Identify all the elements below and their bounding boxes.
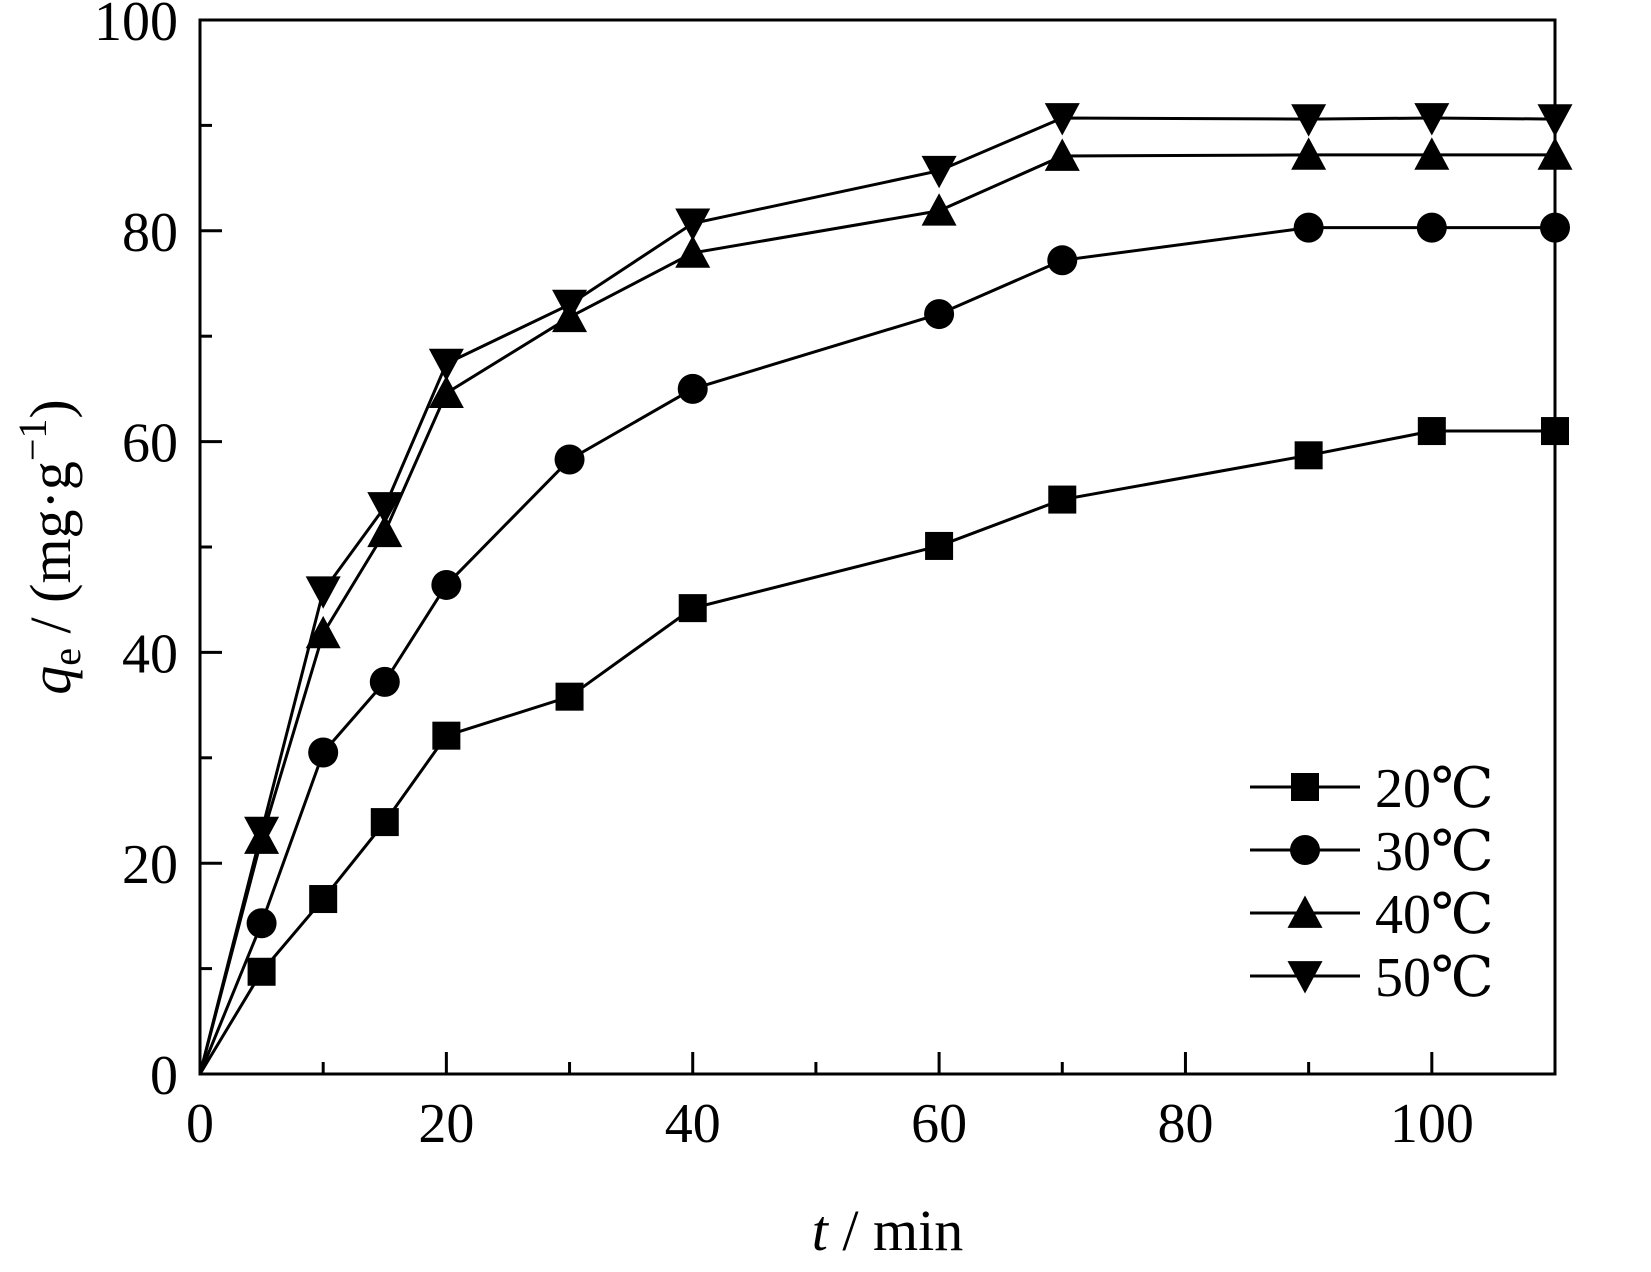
- data-point: [370, 808, 399, 837]
- data-point: [1048, 485, 1077, 514]
- y-tick-label: 60: [122, 413, 178, 475]
- series-line: [198, 116, 1556, 1075]
- data-point: [367, 492, 403, 525]
- y-axis-title-close: ): [18, 399, 83, 418]
- data-point: [925, 531, 954, 560]
- legend-marker: [1290, 835, 1320, 865]
- x-tick-label: 20: [418, 1093, 474, 1155]
- legend-label: 20℃: [1375, 758, 1494, 820]
- x-tick-label: 60: [911, 1093, 967, 1155]
- data-point: [305, 576, 341, 609]
- plot-frame: [198, 18, 1557, 1076]
- series-line: [198, 226, 1555, 1075]
- data-point: [431, 569, 462, 600]
- data-point: [309, 885, 338, 914]
- legend-item: 40℃: [1250, 884, 1494, 946]
- legend-item: 20℃: [1250, 758, 1494, 820]
- data-point: [675, 235, 711, 268]
- data-point: [554, 444, 585, 475]
- data-point: [677, 373, 708, 404]
- data-point: [675, 208, 711, 241]
- legend-marker: [1291, 773, 1319, 801]
- data-point: [1416, 212, 1447, 243]
- x-tick-label: 0: [186, 1093, 214, 1155]
- y-tick-label: 80: [122, 202, 178, 264]
- y-tick-label: 40: [122, 623, 178, 685]
- legend-label: 30℃: [1375, 821, 1494, 883]
- data-point: [428, 375, 464, 408]
- data-point: [244, 816, 280, 850]
- series-layer: [198, 103, 1573, 1075]
- data-point: [1414, 103, 1450, 136]
- data-point: [1293, 212, 1324, 243]
- x-tick-label: 100: [1390, 1093, 1474, 1155]
- data-point: [1417, 417, 1446, 446]
- x-tick-label: 40: [665, 1093, 721, 1155]
- series-3: [198, 137, 1573, 1075]
- y-tick-label: 20: [122, 834, 178, 896]
- y-axis-title-unit: / (mg·g: [18, 461, 83, 648]
- axes: 0 20 40 60 80 100 0 20 40 60 80 100: [94, 0, 1557, 1155]
- x-tick-label: 80: [1157, 1093, 1213, 1155]
- x-axis-title: t / min: [812, 1198, 963, 1263]
- series-1: [198, 417, 1569, 1075]
- y-axis-title-subscript: e: [44, 648, 89, 666]
- data-point: [678, 594, 707, 623]
- x-axis-title-unit: / min: [828, 1198, 963, 1263]
- data-point: [305, 615, 341, 649]
- data-point: [1044, 138, 1080, 171]
- data-point: [924, 299, 955, 330]
- data-point: [369, 666, 400, 697]
- legend-marker: [1287, 961, 1323, 994]
- data-point: [1291, 104, 1327, 137]
- legend-item: 30℃: [1250, 821, 1494, 883]
- y-tick-label: 0: [150, 1045, 178, 1107]
- legend-marker: [1287, 895, 1323, 928]
- data-point: [1537, 104, 1573, 137]
- x-axis-title-symbol: t: [812, 1198, 830, 1263]
- data-point: [367, 514, 403, 548]
- data-point: [1537, 137, 1573, 170]
- y-tick-label: 100: [94, 0, 178, 53]
- series-line: [198, 153, 1555, 1075]
- data-point: [308, 737, 339, 768]
- data-point: [921, 193, 957, 226]
- data-point: [1294, 441, 1323, 470]
- legend-item: 50℃: [1250, 947, 1494, 1009]
- legend-label: 40℃: [1375, 884, 1494, 946]
- data-point: [247, 957, 276, 986]
- data-point: [921, 155, 957, 189]
- data-point: [1291, 137, 1327, 170]
- data-point: [1044, 103, 1080, 136]
- data-point: [555, 682, 584, 711]
- data-point: [428, 348, 464, 382]
- data-point: [1541, 417, 1569, 446]
- data-point: [1540, 212, 1570, 243]
- legend: 20℃30℃40℃50℃: [1250, 758, 1494, 1009]
- data-point: [1414, 137, 1450, 170]
- y-axis-title-superscript: −1: [10, 419, 55, 462]
- series-2: [198, 212, 1570, 1075]
- series-line: [198, 429, 1555, 1075]
- y-axis-title: qe / (mg·g−1): [10, 399, 89, 695]
- legend-label: 50℃: [1375, 947, 1494, 1009]
- data-point: [246, 908, 277, 939]
- series-4: [198, 103, 1573, 1075]
- y-axis-title-symbol: q: [18, 666, 83, 695]
- data-point: [432, 721, 461, 750]
- data-point: [1047, 245, 1078, 276]
- data-point: [552, 289, 588, 323]
